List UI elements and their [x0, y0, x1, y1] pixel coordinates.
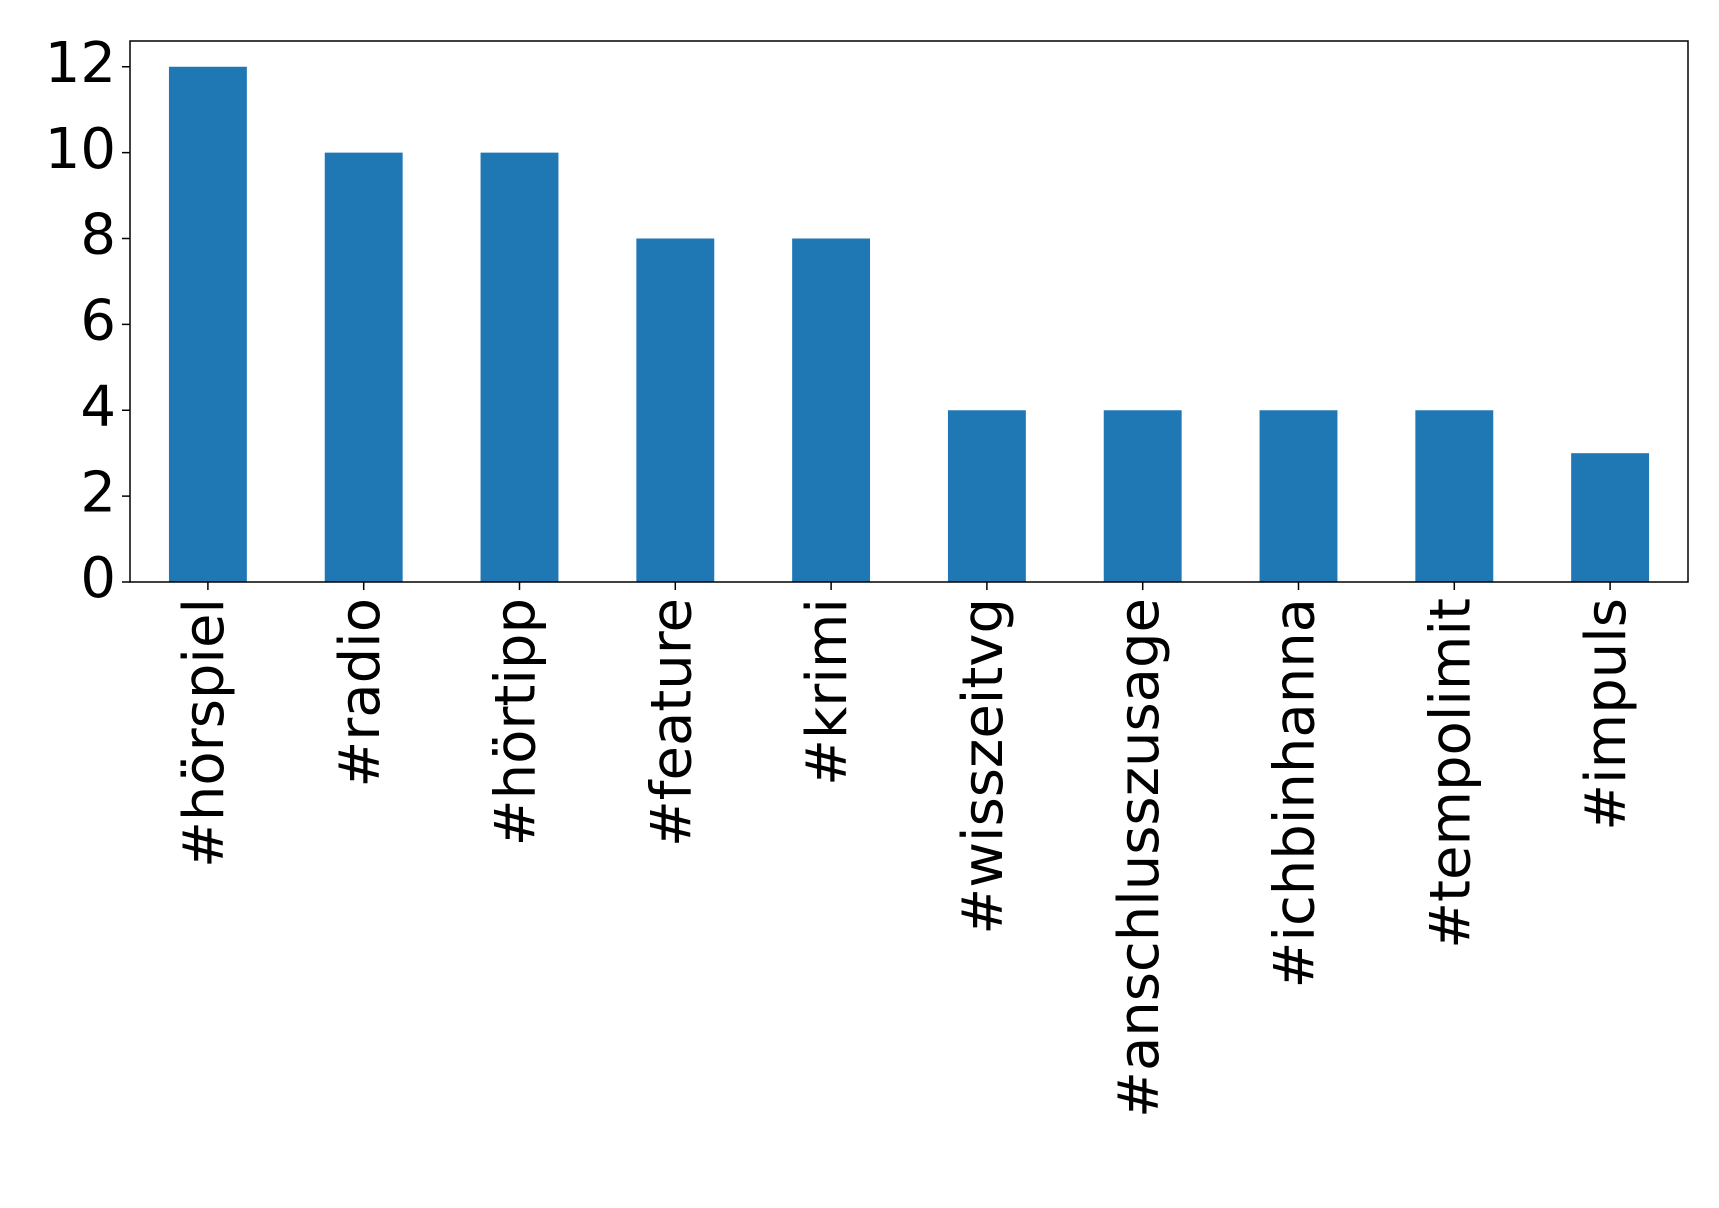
- bar: [168, 66, 247, 582]
- x-tick-label: #feature: [639, 598, 704, 847]
- x-tick-label: #impuls: [1574, 598, 1639, 831]
- bar: [480, 152, 559, 582]
- bar: [636, 238, 715, 582]
- plot-frame: [129, 40, 1689, 583]
- x-tick-label: #ichbinhanna: [1263, 598, 1328, 988]
- x-tick-label: #hörtipp: [484, 598, 549, 846]
- y-tick-label: 8: [80, 203, 116, 268]
- bar: [1415, 410, 1494, 582]
- bar: [1259, 410, 1338, 582]
- x-tick-label: #anschlusszusage: [1107, 598, 1172, 1118]
- y-tick-label: 2: [80, 460, 116, 525]
- y-tick-label: 10: [45, 117, 116, 182]
- y-tick-label: 4: [80, 374, 116, 439]
- x-tick-label: #radio: [328, 598, 393, 788]
- x-tick-label: #hörspiel: [172, 598, 237, 868]
- y-tick-label: 6: [80, 289, 116, 354]
- y-tick-label: 12: [45, 31, 116, 96]
- bar: [792, 238, 871, 582]
- x-tick-label: #krimi: [795, 598, 860, 786]
- bar: [1571, 453, 1650, 582]
- bar: [324, 152, 403, 582]
- bar: [947, 410, 1026, 582]
- x-tick-label: #tempolimit: [1418, 598, 1483, 949]
- y-tick-label: 0: [80, 546, 116, 611]
- bar: [1103, 410, 1182, 582]
- x-tick-label: #wisszeitvg: [951, 598, 1016, 935]
